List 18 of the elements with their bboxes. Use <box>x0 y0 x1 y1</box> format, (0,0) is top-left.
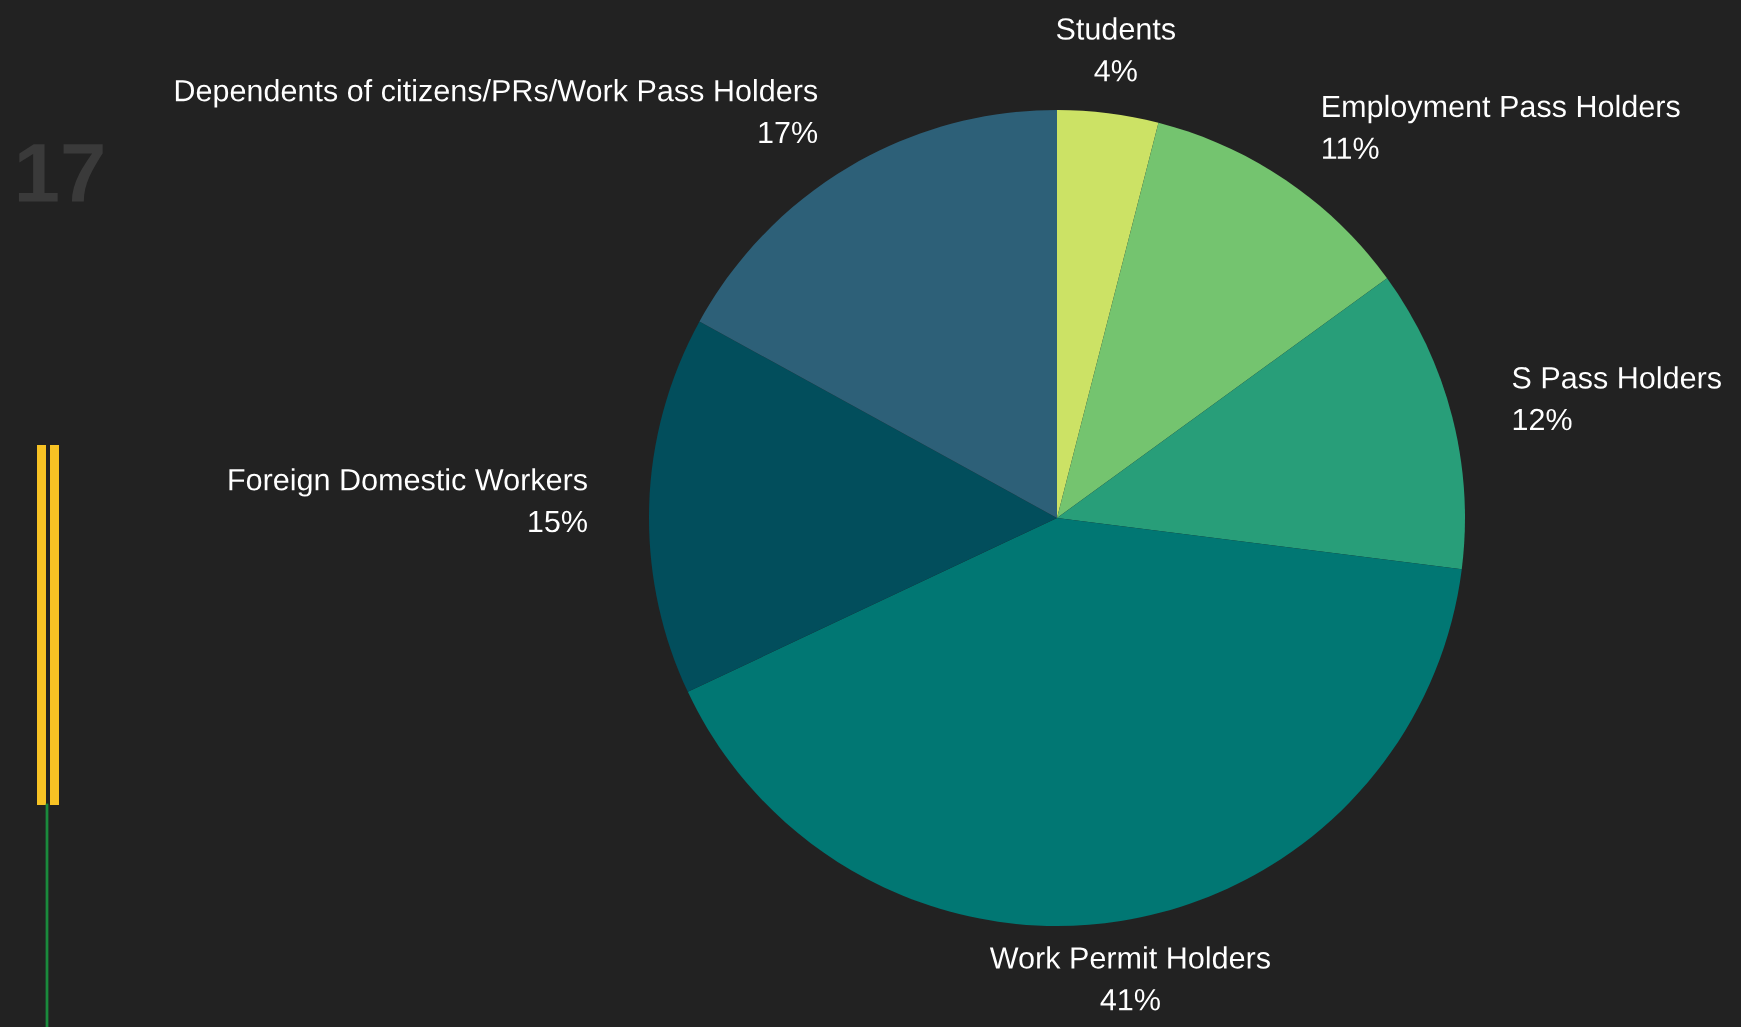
slice-label: Work Permit Holders <box>989 946 1270 969</box>
slice-label: Employment Pass Holders <box>1323 94 1680 124</box>
data-label: 4% <box>1094 60 1137 82</box>
pie-slice <box>649 321 1057 692</box>
pie-slice <box>687 518 1462 926</box>
pie-slice <box>699 110 1057 518</box>
data-label: 41% <box>1100 989 1160 1011</box>
pie-slice <box>1057 122 1388 518</box>
data-label: 17% <box>759 121 818 144</box>
slice-label: Dependents of citizens/PRs/Work Pass Holders <box>175 79 818 108</box>
slice-label: Foreign Domestic Workers <box>229 468 587 497</box>
data-label: 12% <box>1513 408 1572 431</box>
slice-label: Students <box>1056 17 1176 40</box>
data-label: 11% <box>1323 137 1379 159</box>
pie-slice <box>1057 110 1159 518</box>
slice-label: S Pass Holders <box>1512 366 1721 389</box>
data-label: 15% <box>529 510 587 533</box>
pie-slice <box>1057 278 1465 570</box>
